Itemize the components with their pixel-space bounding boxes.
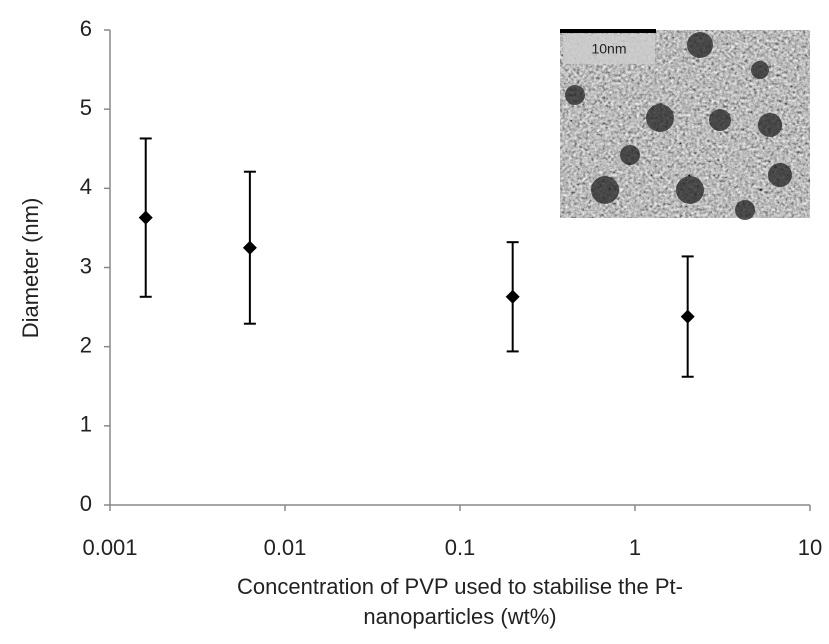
- x-tick-label: 0.01: [264, 535, 307, 560]
- y-tick-label: 0: [80, 491, 92, 516]
- y-tick-label: 6: [80, 16, 92, 41]
- y-tick-label: 2: [80, 332, 92, 357]
- y-tick-label: 1: [80, 412, 92, 437]
- y-tick-label: 3: [80, 253, 92, 278]
- inset-image: 10nm: [560, 30, 810, 220]
- scale-label: 10nm: [591, 41, 626, 57]
- marker: [506, 290, 520, 304]
- x-axis-title: Concentration of PVP used to stabilise t…: [110, 572, 810, 632]
- y-tick-label: 5: [80, 95, 92, 120]
- x-tick-label: 1: [629, 535, 641, 560]
- marker: [243, 241, 257, 255]
- y-axis-title: Diameter (nm): [18, 198, 43, 339]
- chart: Diameter (nm) 10nm 0 1 2 3 4 5 6 0.001 0.01 0.1 1 1…: [0, 0, 829, 644]
- x-tick-label: 10: [798, 535, 822, 560]
- x-tick-label: 0.1: [445, 535, 476, 560]
- figure: Diameter (nm) 10nm 0 1 2 3 4 5 6 0.001 0.01 0.1 1 1…: [0, 0, 829, 644]
- y-tick-label: 4: [80, 174, 92, 199]
- marker: [139, 211, 153, 225]
- page: Diameter (nm) 10nm 0 1 2 3 4 5 6 0.001 0.01 0.1 1 1…: [0, 0, 829, 644]
- marker: [681, 310, 695, 324]
- x-tick-label: 0.001: [82, 535, 137, 560]
